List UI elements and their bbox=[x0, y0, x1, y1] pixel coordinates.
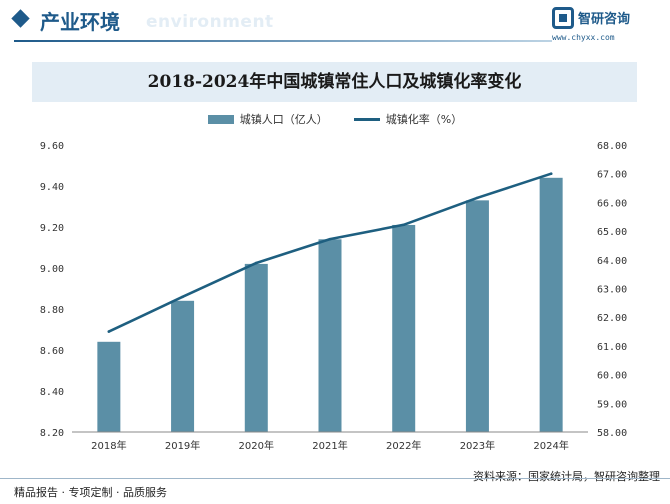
legend-item-population: 城镇人口（亿人） bbox=[207, 111, 328, 127]
y-right-tick-label: 60.00 bbox=[597, 371, 627, 382]
line-point bbox=[549, 172, 553, 175]
y-left-tick-label: 9.40 bbox=[40, 182, 64, 193]
bar bbox=[171, 300, 195, 432]
line-point bbox=[402, 223, 406, 227]
bar bbox=[244, 263, 268, 432]
legend-label-rate: 城镇化率（%） bbox=[385, 113, 463, 126]
x-tick-label: 2020年 bbox=[239, 439, 274, 452]
line-point bbox=[254, 261, 258, 265]
legend-swatch-line bbox=[353, 117, 380, 121]
bar bbox=[97, 341, 121, 432]
y-left-tick-label: 8.20 bbox=[40, 428, 64, 439]
y-right-tick-label: 65.00 bbox=[597, 227, 627, 238]
y-left-tick-label: 9.60 bbox=[40, 141, 64, 152]
legend-item-rate: 城镇化率（%） bbox=[353, 111, 463, 127]
y-right-tick-label: 61.00 bbox=[597, 342, 627, 353]
bar bbox=[539, 177, 563, 432]
y-right-tick-label: 58.00 bbox=[597, 428, 627, 439]
chart-legend: 城镇人口（亿人） 城镇化率（%） bbox=[0, 110, 670, 128]
section-subtitle: environment bbox=[146, 12, 274, 32]
brand-logo-icon bbox=[552, 7, 574, 29]
x-tick-label: 2024年 bbox=[533, 439, 568, 452]
bar bbox=[465, 200, 489, 432]
bar bbox=[318, 239, 342, 432]
y-right-tick-label: 68.00 bbox=[597, 141, 627, 152]
footer-divider bbox=[0, 478, 670, 479]
legend-swatch-bar bbox=[207, 114, 234, 124]
y-right-tick-label: 67.00 bbox=[597, 170, 627, 181]
line-point bbox=[328, 237, 332, 241]
y-left-tick-label: 9.20 bbox=[40, 223, 64, 234]
brand-url: www.chyxx.com bbox=[552, 33, 615, 42]
y-left-tick-label: 8.60 bbox=[40, 346, 64, 357]
x-tick-label: 2022年 bbox=[386, 439, 421, 452]
brand-name: 智研咨询 bbox=[578, 12, 631, 27]
brand-block: 智研咨询 www.chyxx.com bbox=[552, 7, 644, 42]
chart-title-band: 2018-2024年中国城镇常住人口及城镇化率变化 bbox=[32, 62, 637, 102]
section-title: 产业环境 bbox=[40, 10, 120, 34]
source-note: 资料来源：国家统计局，智研咨询整理 bbox=[473, 470, 660, 483]
y-right-tick-label: 59.00 bbox=[597, 399, 627, 410]
y-left-tick-label: 8.40 bbox=[40, 387, 64, 398]
line-point bbox=[107, 330, 111, 333]
x-tick-label: 2023年 bbox=[460, 439, 495, 452]
x-tick-label: 2019年 bbox=[165, 439, 200, 452]
x-tick-label: 2018年 bbox=[91, 439, 126, 452]
legend-label-population: 城镇人口（亿人） bbox=[239, 113, 328, 126]
header-divider bbox=[14, 40, 552, 42]
y-right-tick-label: 63.00 bbox=[597, 285, 627, 296]
section-header: 产业环境 environment 智研咨询 www.chyxx.com bbox=[0, 0, 670, 44]
y-right-tick-label: 62.00 bbox=[597, 313, 627, 324]
bar bbox=[392, 224, 416, 432]
y-right-tick-label: 66.00 bbox=[597, 198, 627, 209]
y-left-tick-label: 9.00 bbox=[40, 264, 64, 275]
line-point bbox=[476, 196, 479, 200]
chart-title: 2018-2024年中国城镇常住人口及城镇化率变化 bbox=[147, 72, 522, 92]
y-right-tick-label: 64.00 bbox=[597, 256, 627, 267]
line-point bbox=[181, 295, 184, 299]
y-left-tick-label: 8.80 bbox=[40, 305, 64, 316]
x-tick-label: 2021年 bbox=[312, 439, 347, 452]
footer-slogan: 精品报告 · 专项定制 · 品质服务 bbox=[14, 486, 167, 499]
